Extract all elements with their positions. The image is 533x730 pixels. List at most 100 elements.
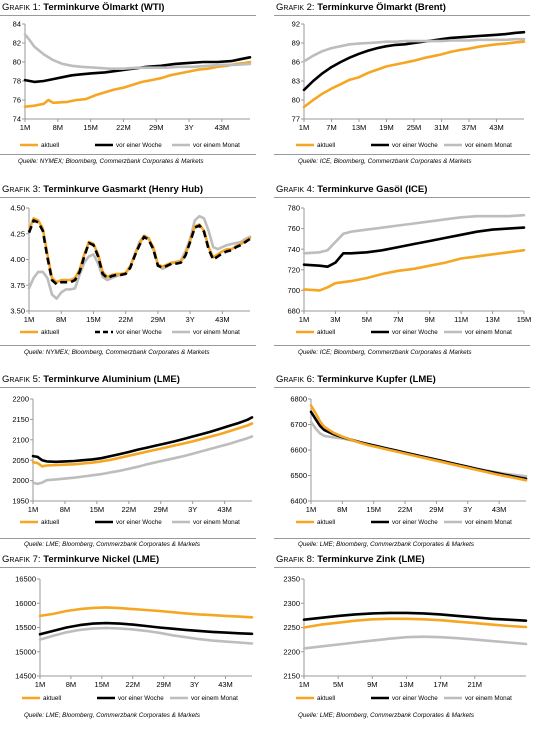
y-tick-label: 760 — [287, 224, 300, 233]
chart-number: Grafik 5: — [2, 374, 41, 385]
x-tick-label: 29M — [156, 680, 171, 689]
title-rule — [0, 387, 256, 388]
chart-number: Grafik 8: — [276, 554, 315, 565]
x-tick-label: 31M — [434, 123, 449, 132]
y-tick-label: 2150 — [12, 415, 29, 424]
x-tick-label: 22M — [118, 315, 133, 324]
x-tick-label: 29M — [149, 123, 164, 132]
y-tick-label: 74 — [13, 115, 21, 124]
x-tick-label: 8M — [56, 315, 66, 324]
y-tick-label: 740 — [287, 245, 300, 254]
series-line-monat — [31, 435, 254, 486]
legend-label: vor einer Woche — [116, 519, 162, 526]
y-tick-label: 6700 — [290, 420, 307, 429]
x-tick-label: 7M — [393, 315, 403, 324]
legend-label: vor einem Monat — [191, 695, 238, 702]
title-rule — [274, 567, 530, 568]
source-rule — [274, 154, 530, 155]
x-tick-label: 29M — [153, 505, 168, 514]
chart-name: Terminkurve Ölmarkt (Brent) — [317, 2, 446, 13]
series-line-woche — [302, 611, 528, 622]
series-line-monat — [309, 420, 528, 478]
chart-name: Terminkurve Nickel (LME) — [43, 554, 160, 565]
legend-label: vor einer Woche — [118, 695, 164, 702]
legend-label: aktuell — [317, 142, 335, 149]
y-tick-label: 680 — [287, 307, 300, 316]
x-tick-label: 43M — [492, 505, 507, 514]
chart-source: Quelle: NYMEX; Bloomberg, Commerzbank Co… — [24, 349, 210, 356]
legend-label: vor einer Woche — [392, 142, 438, 149]
y-tick-label: 77 — [292, 115, 300, 124]
y-tick-label: 3.50 — [10, 307, 25, 316]
chart-panel-aluminium: Grafik 5: Terminkurve Aluminium (LME) 19… — [0, 374, 258, 550]
x-tick-label: 22M — [122, 505, 137, 514]
gasoel-chart: 680 700 720 740 760 780 1M 3M 5M 7M 9M 11M 13M 15M akt… — [287, 204, 531, 337]
legend-label: aktuell — [43, 695, 61, 702]
chart-panel-gasoel: Grafik 4: Terminkurve Gasöl (ICE) 680 700… — [274, 184, 532, 360]
chart-name: Terminkurve Gasmarkt (Henry Hub) — [43, 184, 204, 195]
source-rule — [0, 538, 256, 539]
y-tick-label: 82 — [13, 39, 21, 48]
series-line-aktuell — [302, 617, 528, 629]
chart-source: Quelle: LME; Bloomberg, Commerzbank Corp… — [24, 541, 201, 548]
series-line-woche — [31, 416, 254, 464]
y-tick-label: 84 — [13, 20, 21, 29]
legend-label: vor einem Monat — [193, 142, 240, 149]
legend-label: vor einer Woche — [116, 142, 162, 149]
x-tick-label: 29M — [151, 315, 166, 324]
y-tick-label: 2300 — [283, 599, 300, 608]
x-tick-label: 13M — [485, 315, 500, 324]
x-tick-label: 43M — [218, 680, 233, 689]
x-tick-label: 15M — [95, 680, 110, 689]
y-tick-label: 2150 — [283, 672, 300, 681]
x-tick-label: 8M — [53, 123, 63, 132]
x-tick-label: 3Y — [184, 123, 193, 132]
y-tick-label: 14500 — [15, 672, 36, 681]
kupfer-chart: 6400 6500 6600 6700 6800 1M 8M 15M 22M 29M 3Y 43M ak… — [290, 395, 528, 526]
y-tick-label: 6800 — [290, 395, 307, 404]
x-tick-label: 19M — [379, 123, 394, 132]
x-tick-label: 1M — [24, 315, 34, 324]
x-tick-label: 1M — [299, 680, 309, 689]
x-tick-label: 8M — [337, 505, 347, 514]
x-tick-label: 15M — [86, 315, 101, 324]
y-tick-label: 15500 — [15, 623, 36, 632]
y-tick-label: 4.25 — [10, 229, 25, 238]
series-line-aktuell — [27, 217, 252, 284]
y-tick-label: 4.00 — [10, 255, 25, 264]
chart-title: Grafik 6: Terminkurve Kupfer (LME) — [276, 374, 436, 385]
legend-label: vor einem Monat — [465, 519, 512, 526]
y-tick-label: 2350 — [283, 575, 300, 584]
zink-chart: 2150 2200 2250 2300 2350 1M 5M 9M 13M 17M 21M aktue… — [283, 575, 528, 702]
legend-label: aktuell — [41, 329, 59, 336]
x-tick-label: 13M — [352, 123, 367, 132]
y-tick-label: 92 — [292, 20, 300, 29]
source-rule — [274, 345, 530, 346]
nickel-chart: 14500 15000 15500 16000 16500 1M 8M 15M 22M 29M 3Y… — [15, 575, 254, 702]
x-tick-label: 1M — [35, 680, 45, 689]
legend-label: aktuell — [41, 519, 59, 526]
x-tick-label: 1M — [299, 315, 309, 324]
y-tick-label: 86 — [292, 58, 300, 67]
x-tick-label: 3Y — [190, 680, 199, 689]
x-tick-label: 8M — [60, 505, 70, 514]
x-tick-label: 37M — [462, 123, 477, 132]
y-tick-label: 720 — [287, 265, 300, 274]
title-rule — [0, 15, 256, 16]
y-tick-label: 780 — [287, 204, 300, 213]
x-tick-label: 3Y — [186, 315, 195, 324]
y-tick-label: 76 — [13, 96, 21, 105]
y-tick-label: 700 — [287, 286, 300, 295]
x-tick-label: 15M — [366, 505, 381, 514]
legend-label: aktuell — [317, 519, 335, 526]
x-tick-label: 3Y — [188, 505, 197, 514]
series-line-aktuell — [23, 60, 252, 108]
y-tick-label: 15000 — [15, 647, 36, 656]
chart-title: Grafik 7: Terminkurve Nickel (LME) — [2, 554, 159, 565]
chart-panel-brent: Grafik 2: Terminkurve Ölmarkt (Brent) 77… — [274, 2, 532, 178]
chart-title: Grafik 8: Terminkurve Zink (LME) — [276, 554, 425, 565]
legend-label: vor einem Monat — [465, 329, 512, 336]
x-tick-label: 15M — [83, 123, 98, 132]
x-tick-label: 11M — [454, 315, 468, 324]
series-line-woche — [302, 226, 526, 268]
